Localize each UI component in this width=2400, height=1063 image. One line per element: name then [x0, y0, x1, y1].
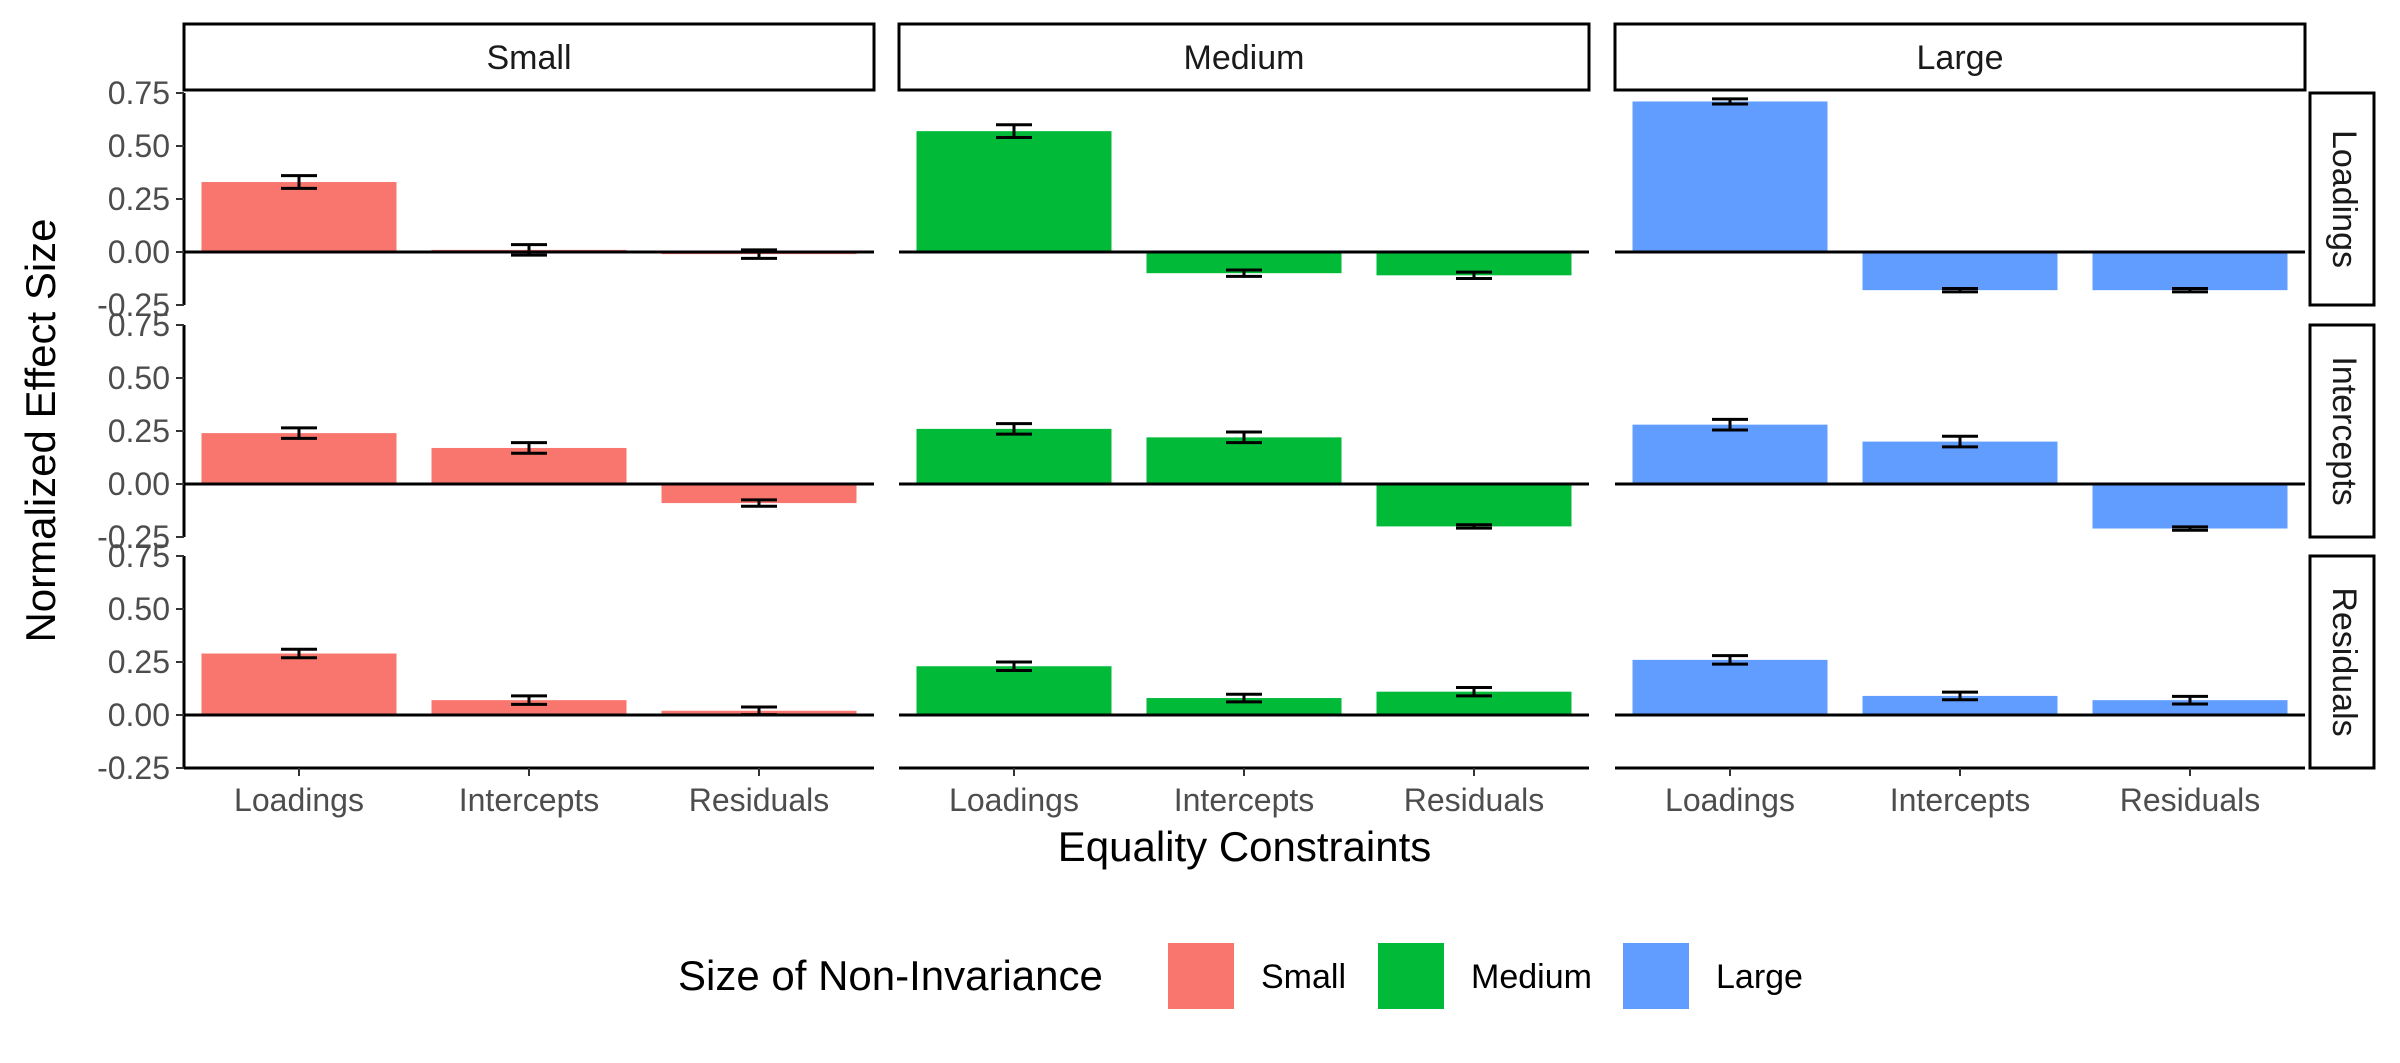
- bar-intercepts-large-intercepts: [1862, 441, 2058, 484]
- bar-intercepts-medium-intercepts: [1146, 437, 1342, 484]
- bar-intercepts-small-loadings: [201, 433, 397, 484]
- x-tick-label: Loadings: [949, 782, 1079, 818]
- bar-loadings-small-loadings: [201, 182, 397, 252]
- x-tick-label: Loadings: [234, 782, 364, 818]
- y-tick-label: -0.25: [97, 519, 170, 555]
- legend-label-medium: Medium: [1471, 958, 1592, 996]
- strip-large: [1613, 22, 2307, 92]
- x-tick-label: Loadings: [1665, 782, 1795, 818]
- legend-key-large: [1623, 943, 1689, 1009]
- y-tick-label: -0.25: [97, 750, 170, 786]
- legend-label-large: Large: [1716, 958, 1803, 996]
- bar-residuals-medium-intercepts: [1146, 698, 1342, 715]
- row-strip-label-intercepts: Intercepts: [2325, 356, 2363, 505]
- bar-residuals-medium-residuals: [1376, 691, 1572, 715]
- legend-key-small: [1168, 943, 1234, 1009]
- bar-residuals-small-intercepts: [431, 700, 627, 715]
- y-tick-label: 0.25: [108, 644, 170, 680]
- x-tick-label: Intercepts: [1890, 782, 2031, 818]
- row-strip-label-residuals: Residuals: [2325, 587, 2363, 736]
- y-axis-title: Normalized Effect Size: [17, 218, 64, 642]
- bar-loadings-medium-residuals: [1376, 252, 1572, 276]
- x-tick-label: Residuals: [1404, 782, 1545, 818]
- bar-residuals-small-loadings: [201, 653, 397, 715]
- bar-residuals-large-residuals: [2092, 700, 2288, 715]
- x-tick-label: Residuals: [2120, 782, 2261, 818]
- legend-label-small: Small: [1261, 958, 1346, 996]
- strip-label-medium: Medium: [1184, 39, 1305, 77]
- strip-medium: [897, 22, 1591, 92]
- x-tick-label: Residuals: [689, 782, 830, 818]
- bar-residuals-large-intercepts: [1862, 695, 2058, 715]
- strip-label-small: Small: [486, 39, 571, 77]
- bar-intercepts-small-residuals: [661, 484, 857, 504]
- legend-title: Size of Non-Invariance: [678, 952, 1103, 999]
- y-tick-label: 0.50: [108, 591, 170, 627]
- y-tick-label: 0.00: [108, 697, 170, 733]
- x-tick-label: Intercepts: [1174, 782, 1315, 818]
- y-tick-label: 0.50: [108, 360, 170, 396]
- bar-intercepts-medium-loadings: [916, 428, 1112, 484]
- legend-key-medium: [1378, 943, 1444, 1009]
- bar-loadings-medium-intercepts: [1146, 252, 1342, 274]
- bar-loadings-large-residuals: [2092, 252, 2288, 291]
- bar-intercepts-medium-residuals: [1376, 484, 1572, 527]
- bar-intercepts-large-residuals: [2092, 484, 2288, 529]
- strip-small: [182, 22, 876, 92]
- bar-intercepts-large-loadings: [1632, 424, 1828, 484]
- bar-residuals-large-loadings: [1632, 659, 1828, 715]
- y-tick-label: 0.75: [108, 75, 170, 111]
- strip-label-large: Large: [1917, 39, 2004, 77]
- bar-loadings-large-loadings: [1632, 101, 1828, 252]
- y-tick-label: 0.75: [108, 538, 170, 574]
- y-tick-label: 0.50: [108, 128, 170, 164]
- bar-loadings-large-intercepts: [1862, 252, 2058, 291]
- y-tick-label: -0.25: [97, 287, 170, 323]
- x-tick-label: Intercepts: [459, 782, 600, 818]
- y-tick-label: 0.00: [108, 234, 170, 270]
- y-tick-label: 0.25: [108, 181, 170, 217]
- y-tick-label: 0.25: [108, 413, 170, 449]
- x-axis-title: Equality Constraints: [1058, 823, 1432, 870]
- y-tick-label: 0.00: [108, 466, 170, 502]
- row-strip-label-loadings: Loadings: [2325, 130, 2363, 268]
- y-tick-label: 0.75: [108, 307, 170, 343]
- bar-residuals-medium-loadings: [916, 666, 1112, 715]
- bar-loadings-medium-loadings: [916, 131, 1112, 252]
- row-strip-intercepts: [2308, 323, 2376, 539]
- row-strip-residuals: [2308, 554, 2376, 770]
- row-strip-loadings: [2308, 91, 2376, 307]
